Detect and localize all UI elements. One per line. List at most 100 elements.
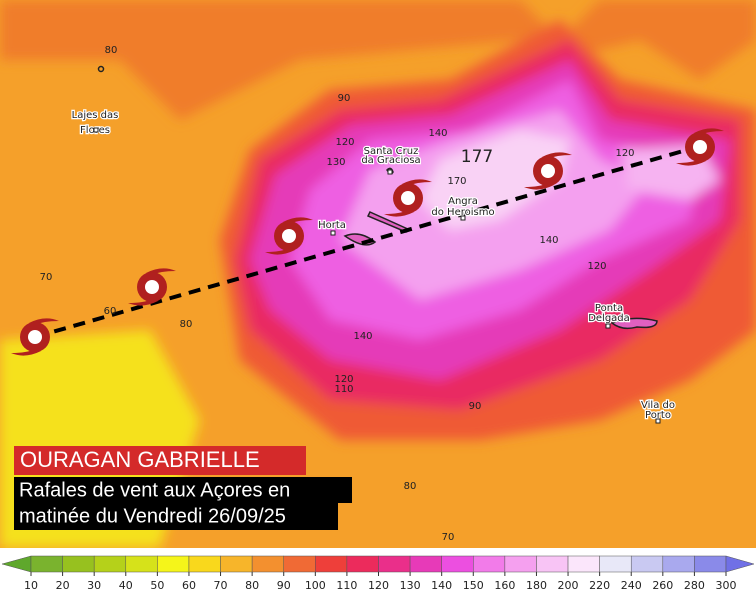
- colorbar-segment: [346, 555, 379, 573]
- contour-label: 80: [404, 481, 417, 492]
- colorbar-arrow: [725, 555, 755, 573]
- colorbar-segment: [441, 555, 474, 573]
- colorbar-tick-label: 180: [526, 579, 547, 592]
- colorbar-tick-label: 220: [589, 579, 610, 592]
- hurricane-icon: [128, 268, 176, 306]
- colorbar-tick-label: 130: [400, 579, 421, 592]
- colorbar: 10 20 30 40 50 60 70 80 90 100 110 120 130 140 150 160 1…: [1, 555, 755, 592]
- place-marker: [460, 215, 466, 221]
- contour-label: 80: [105, 45, 118, 56]
- contour-label: 140: [353, 331, 372, 342]
- subtitle: matinée du Vendredi 26/09/25: [19, 505, 286, 527]
- max-gust-label: 177: [461, 147, 493, 167]
- place-label: Angra: [448, 196, 478, 207]
- colorbar-segment: [567, 555, 600, 573]
- contour-label: 60: [104, 306, 117, 317]
- place-marker: [387, 169, 393, 175]
- colorbar-segment: [93, 555, 127, 573]
- colorbar-tick-label: 260: [652, 579, 673, 592]
- hurricane-icon: [265, 217, 313, 255]
- icon-eye: [401, 191, 415, 205]
- colorbar-segment: [630, 555, 664, 573]
- icon-eye: [282, 229, 296, 243]
- contour-label: 70: [442, 532, 455, 543]
- icon-eye: [28, 330, 42, 344]
- colorbar-tick-label: 120: [368, 579, 389, 592]
- storm-track: [34, 145, 698, 339]
- icon-eye: [145, 280, 159, 294]
- colorbar-tick-label: 280: [684, 579, 705, 592]
- colorbar-tick-label: 80: [245, 579, 259, 592]
- hurricane-icon: [524, 152, 572, 190]
- colorbar-tick-label: 300: [716, 579, 737, 592]
- colorbar-segment: [662, 555, 695, 573]
- subtitle-box: [14, 477, 352, 503]
- hurricane-icon: [384, 179, 432, 217]
- title: OURAGAN GABRIELLE: [20, 447, 260, 472]
- colorbar-segment: [283, 555, 316, 573]
- contour-label: 120: [335, 137, 354, 148]
- hurricane-icon: [676, 128, 724, 166]
- colorbar-segment: [220, 555, 253, 573]
- contour-label: 70: [40, 272, 53, 283]
- wind-field: [0, 0, 756, 548]
- storm-icons: [11, 128, 724, 356]
- place-label: Lajes das: [72, 110, 119, 121]
- subtitle-box: [14, 503, 338, 530]
- colorbar-tick-label: 10: [24, 579, 38, 592]
- colorbar-tick-label: 240: [621, 579, 642, 592]
- colorbar-segment: [251, 555, 284, 573]
- hurricane-icon: [11, 318, 59, 356]
- colorbar-tick-label: 30: [87, 579, 101, 592]
- contour-label: 140: [539, 235, 558, 246]
- contour-label: 120: [587, 261, 606, 272]
- place-label: Santa Cruz: [364, 146, 419, 157]
- icon-eye: [693, 140, 707, 154]
- contour-label: 120: [615, 148, 634, 159]
- contour-label: 140: [428, 128, 447, 139]
- place-label: Ponta: [595, 303, 623, 314]
- contour-label: 90: [469, 401, 482, 412]
- colorbar-segment: [694, 555, 727, 573]
- colorbar-segment: [599, 555, 632, 573]
- title-box: [14, 446, 306, 475]
- colorbar-segment: [125, 555, 158, 573]
- colorbar-segment: [473, 555, 506, 573]
- place-label: Delgada: [588, 313, 630, 324]
- colorbar-tick-label: 40: [119, 579, 133, 592]
- contour-label: 170: [447, 176, 466, 187]
- contour-label: 90: [338, 93, 351, 104]
- contour-label: 80: [180, 319, 193, 330]
- colorbar-tick-label: 60: [182, 579, 196, 592]
- colorbar-tick-label: 200: [558, 579, 579, 592]
- colorbar-segment: [409, 555, 442, 573]
- place-label: do Heroismo: [431, 207, 494, 218]
- colorbar-segment: [536, 555, 569, 573]
- colorbar-tick-label: 50: [150, 579, 164, 592]
- colorbar-segment: [157, 555, 190, 573]
- place-marker: [93, 127, 99, 133]
- colorbar-tick-label: 110: [336, 579, 357, 592]
- colorbar-segment: [504, 555, 537, 573]
- colorbar-segment: [378, 555, 411, 573]
- contour-label: 130: [326, 157, 345, 168]
- colorbar-tick-label: 20: [56, 579, 70, 592]
- place-marker: [655, 418, 661, 424]
- contour-label: 120: [334, 374, 353, 385]
- colorbar-tick-label: 70: [214, 579, 228, 592]
- colorbar-segment: [315, 555, 348, 573]
- colorbar-tick-label: 100: [305, 579, 326, 592]
- colorbar-segment: [62, 555, 95, 573]
- icon-eye: [541, 164, 555, 178]
- place-label: da Graciosa: [361, 155, 420, 166]
- subtitle: Rafales de vent aux Açores en: [19, 479, 290, 501]
- contour-label: 110: [334, 384, 353, 395]
- colorbar-tick-label: 150: [463, 579, 484, 592]
- place-label: Porto: [645, 410, 671, 421]
- colorbar-tick-label: 90: [277, 579, 291, 592]
- place-marker: [330, 230, 336, 236]
- place-marker: [605, 323, 611, 329]
- colorbar-segment: [188, 555, 221, 573]
